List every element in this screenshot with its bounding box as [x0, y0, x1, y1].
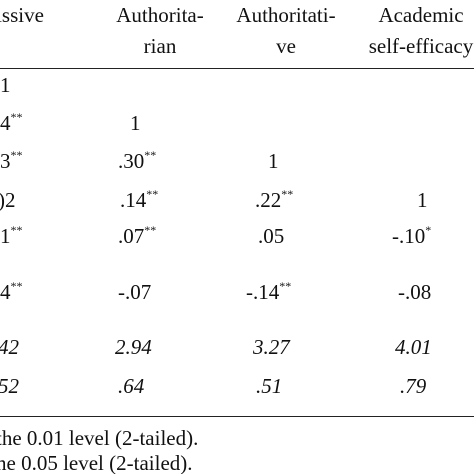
table-cell: .64: [118, 374, 145, 398]
table-cell: .51: [256, 374, 283, 398]
footnote-0-05: ne 0.05 level (2-tailed).: [0, 451, 193, 474]
table-cell: 1: [268, 149, 279, 173]
table-cell: 2.94: [115, 335, 152, 359]
table-cell: 42: [0, 335, 19, 359]
table-cell: .30**: [118, 148, 157, 173]
table-cell: 3**: [0, 148, 23, 173]
header-line1: Authoritati-: [236, 3, 336, 27]
table-cell: 4.01: [395, 335, 432, 359]
table-cell: -.08: [398, 280, 432, 304]
table-cell: .14**: [120, 187, 159, 212]
table-cell: )2: [0, 188, 16, 212]
table-cell: 1: [417, 188, 428, 212]
table-cell: -.10*: [392, 223, 432, 248]
table-cell: 1**: [0, 223, 23, 248]
footnote-0-01: the 0.01 level (2-tailed).: [0, 426, 199, 450]
table-cell: 1: [130, 111, 141, 135]
table-cell: 1: [0, 73, 11, 97]
table-cell: 4**: [0, 279, 23, 304]
header-authoritarian: Authorita- rian: [96, 0, 224, 62]
header-divider: [0, 68, 474, 69]
table-cell: .05: [258, 224, 285, 248]
header-line2: ve: [276, 34, 296, 58]
table-cell: 52: [0, 374, 19, 398]
header-authoritative: Authoritati- ve: [212, 0, 360, 62]
table-cell: .79: [400, 374, 427, 398]
table-cell: -.14**: [246, 279, 292, 304]
table-cell: 4**: [0, 110, 23, 135]
table-cell: -.07: [118, 280, 152, 304]
header-permissive: issive: [0, 0, 60, 31]
table-cell: .07**: [118, 223, 157, 248]
table-bottom-rule: [0, 416, 474, 417]
header-line2: rian: [143, 34, 177, 58]
header-line1: issive: [0, 3, 44, 27]
table-cell: .22**: [255, 187, 294, 212]
header-line1: Academic: [378, 3, 464, 27]
header-academic-self-efficacy: Academic self-efficacy: [348, 0, 474, 62]
header-line2: self-efficacy: [368, 34, 474, 58]
table-cell: 3.27: [253, 335, 290, 359]
header-line1: Authorita-: [116, 3, 204, 27]
